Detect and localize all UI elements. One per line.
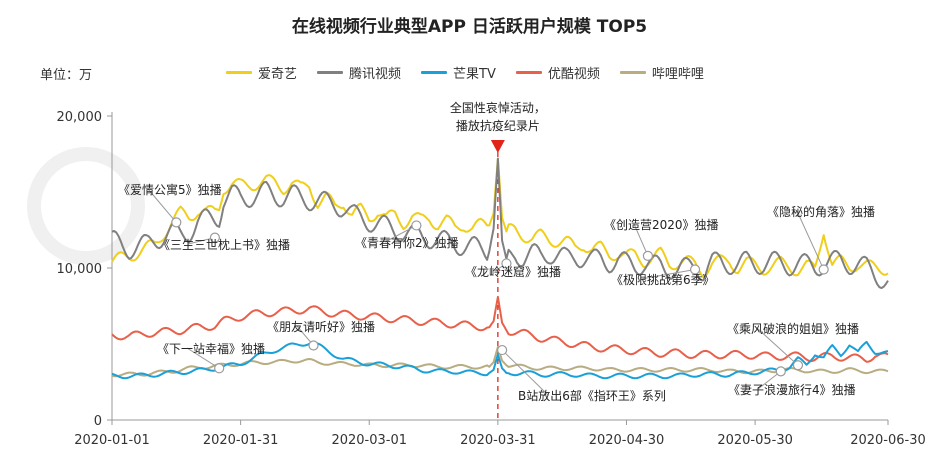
legend-label: 腾讯视频 <box>349 67 402 82</box>
annotation-marker <box>209 232 220 243</box>
legend-item: 腾讯视频 <box>317 63 401 82</box>
annotation-marker <box>171 217 182 228</box>
series-line <box>111 157 889 289</box>
legend-item: 芒果TV <box>421 63 496 82</box>
x-tick-label: 2020-03-01 <box>331 433 407 448</box>
annotation-leader <box>501 349 549 396</box>
annotation-label: 《朋友请听好》独播 <box>267 320 375 334</box>
annotation-leader <box>796 210 825 270</box>
legend-label: 优酷视频 <box>547 67 600 82</box>
annotation-marker <box>689 264 701 275</box>
x-tick-label: 2020-06-30 <box>850 433 926 448</box>
annotation-marker <box>308 340 319 351</box>
annotation-label: 《青春有你2》独播 <box>355 236 459 250</box>
event-marker-label: 全国性哀悼活动， <box>450 100 546 115</box>
annotation-label: B站放出6部《指环王》系列 <box>518 388 666 403</box>
annotation-marker <box>497 344 508 356</box>
series-line <box>111 340 889 380</box>
legend-label: 哔哩哔哩 <box>651 67 704 82</box>
legend-item: 爱奇艺 <box>226 63 297 82</box>
x-tick-label: 2020-05-30 <box>717 433 793 448</box>
annotation-marker <box>411 220 422 231</box>
y-tick-label: 10,000 <box>57 262 103 277</box>
unit-label: 单位：万 <box>40 68 93 83</box>
legend-label: 爱奇艺 <box>258 67 298 82</box>
legend-label: 芒果TV <box>453 67 496 82</box>
annotation-label: 《龙岭迷窟》独播 <box>465 264 561 279</box>
y-tick-label: 0 <box>94 414 102 429</box>
annotation-marker <box>775 366 786 377</box>
annotation-label: 《爱情公寓5》独播 <box>118 182 222 197</box>
event-marker-label: 播放抗疫纪录片 <box>456 118 540 133</box>
x-tick-label: 2020-01-31 <box>203 433 279 448</box>
annotation-leader <box>633 223 649 257</box>
legend-swatch <box>515 71 542 74</box>
annotation-label: 《三生三世枕上书》独播 <box>158 237 290 252</box>
legend: 爱奇艺 腾讯视频 芒果TV 优酷视频 哔哩哔哩 <box>226 63 704 82</box>
x-tick-label: 2020-03-31 <box>460 433 536 448</box>
chart-title: 在线视频行业典型APP 日活跃用户规模 TOP5 <box>291 17 648 37</box>
annotation-leader <box>756 327 799 366</box>
annotation-marker <box>501 258 512 269</box>
annotation-marker <box>792 360 804 371</box>
annotation-label: 《创造营2020》独播 <box>604 218 719 232</box>
legend-swatch <box>619 71 646 74</box>
annotation-leader <box>186 347 220 369</box>
annotation-leader <box>384 224 417 243</box>
annotation-leader <box>640 269 696 280</box>
annotation-label: 《下一站幸福》独播 <box>157 341 265 356</box>
annotation-marker <box>642 250 654 261</box>
x-tick-label: 2020-04-30 <box>589 433 665 448</box>
annotation-label: 《乘风破浪的姐姐》独播 <box>727 321 859 336</box>
legend-swatch <box>421 71 448 74</box>
legend-swatch <box>226 71 252 74</box>
watermark-ring <box>27 147 145 265</box>
event-marker-triangle <box>490 140 505 153</box>
legend-item: 优酷视频 <box>515 63 600 82</box>
annotation-label: 《隐秘的角落》独播 <box>767 204 875 219</box>
annotation-marker <box>214 363 225 374</box>
annotation-label: 《极限挑战第6季》 <box>611 273 715 287</box>
legend-swatch <box>317 71 344 74</box>
series-line <box>111 295 889 363</box>
annotation-leader <box>147 188 177 223</box>
legend-item: 哔哩哔哩 <box>619 63 704 82</box>
annotation-label: 《妻子浪漫旅行4》独播 <box>728 382 856 397</box>
annotation-marker <box>818 264 829 275</box>
x-tick-label: 2020-01-01 <box>74 433 150 448</box>
y-tick-label: 20,000 <box>57 110 103 125</box>
